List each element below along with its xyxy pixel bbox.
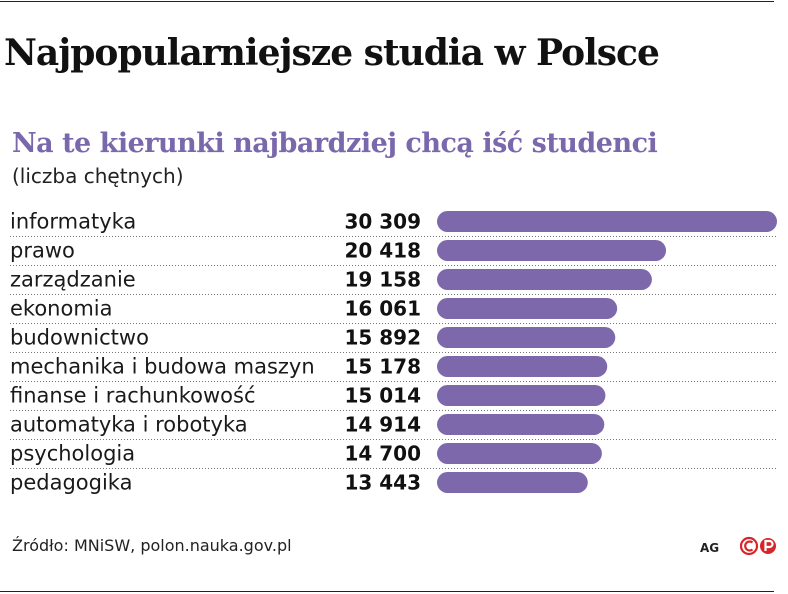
bar bbox=[437, 211, 777, 232]
bar bbox=[437, 385, 606, 406]
category-label: automatyka i robotyka bbox=[10, 413, 248, 437]
category-label: ekonomia bbox=[10, 297, 113, 321]
value-label: 14 700 bbox=[344, 442, 421, 466]
bar bbox=[437, 240, 667, 261]
bar bbox=[437, 472, 588, 493]
category-label: finanse i rachunkowość bbox=[10, 384, 256, 408]
value-label: 15 014 bbox=[344, 384, 421, 408]
cp-logo-icon bbox=[740, 536, 776, 556]
bar bbox=[437, 414, 605, 435]
value-label: 15 178 bbox=[344, 355, 421, 379]
category-label: prawo bbox=[10, 239, 75, 263]
unit-label: (liczba chętnych) bbox=[12, 164, 184, 188]
page-title: Najpopularniejsze studia w Polsce bbox=[4, 32, 660, 74]
category-label: informatyka bbox=[10, 210, 136, 234]
category-label: mechanika i budowa maszyn bbox=[10, 355, 315, 379]
category-label: zarządzanie bbox=[10, 268, 136, 292]
agency-credit: AG bbox=[700, 541, 720, 555]
bar bbox=[437, 443, 602, 464]
source-note: Źródło: MNiSW, polon.nauka.gov.pl bbox=[12, 536, 292, 555]
bar bbox=[437, 327, 616, 348]
category-label: budownictwo bbox=[10, 326, 149, 350]
bar bbox=[437, 269, 652, 290]
value-label: 19 158 bbox=[344, 268, 421, 292]
bottom-rule bbox=[0, 591, 774, 592]
value-label: 14 914 bbox=[344, 413, 421, 437]
bar bbox=[437, 298, 618, 319]
category-label: psychologia bbox=[10, 442, 135, 466]
chart-subtitle: Na te kierunki najbardziej chcą iść stud… bbox=[12, 128, 658, 159]
value-label: 13 443 bbox=[344, 471, 421, 495]
top-rule bbox=[0, 1, 774, 2]
value-label: 20 418 bbox=[344, 239, 421, 263]
value-label: 16 061 bbox=[344, 297, 421, 321]
bar bbox=[437, 356, 608, 377]
value-label: 30 309 bbox=[344, 210, 421, 234]
value-label: 15 892 bbox=[344, 326, 421, 350]
category-label: pedagogika bbox=[10, 471, 132, 495]
